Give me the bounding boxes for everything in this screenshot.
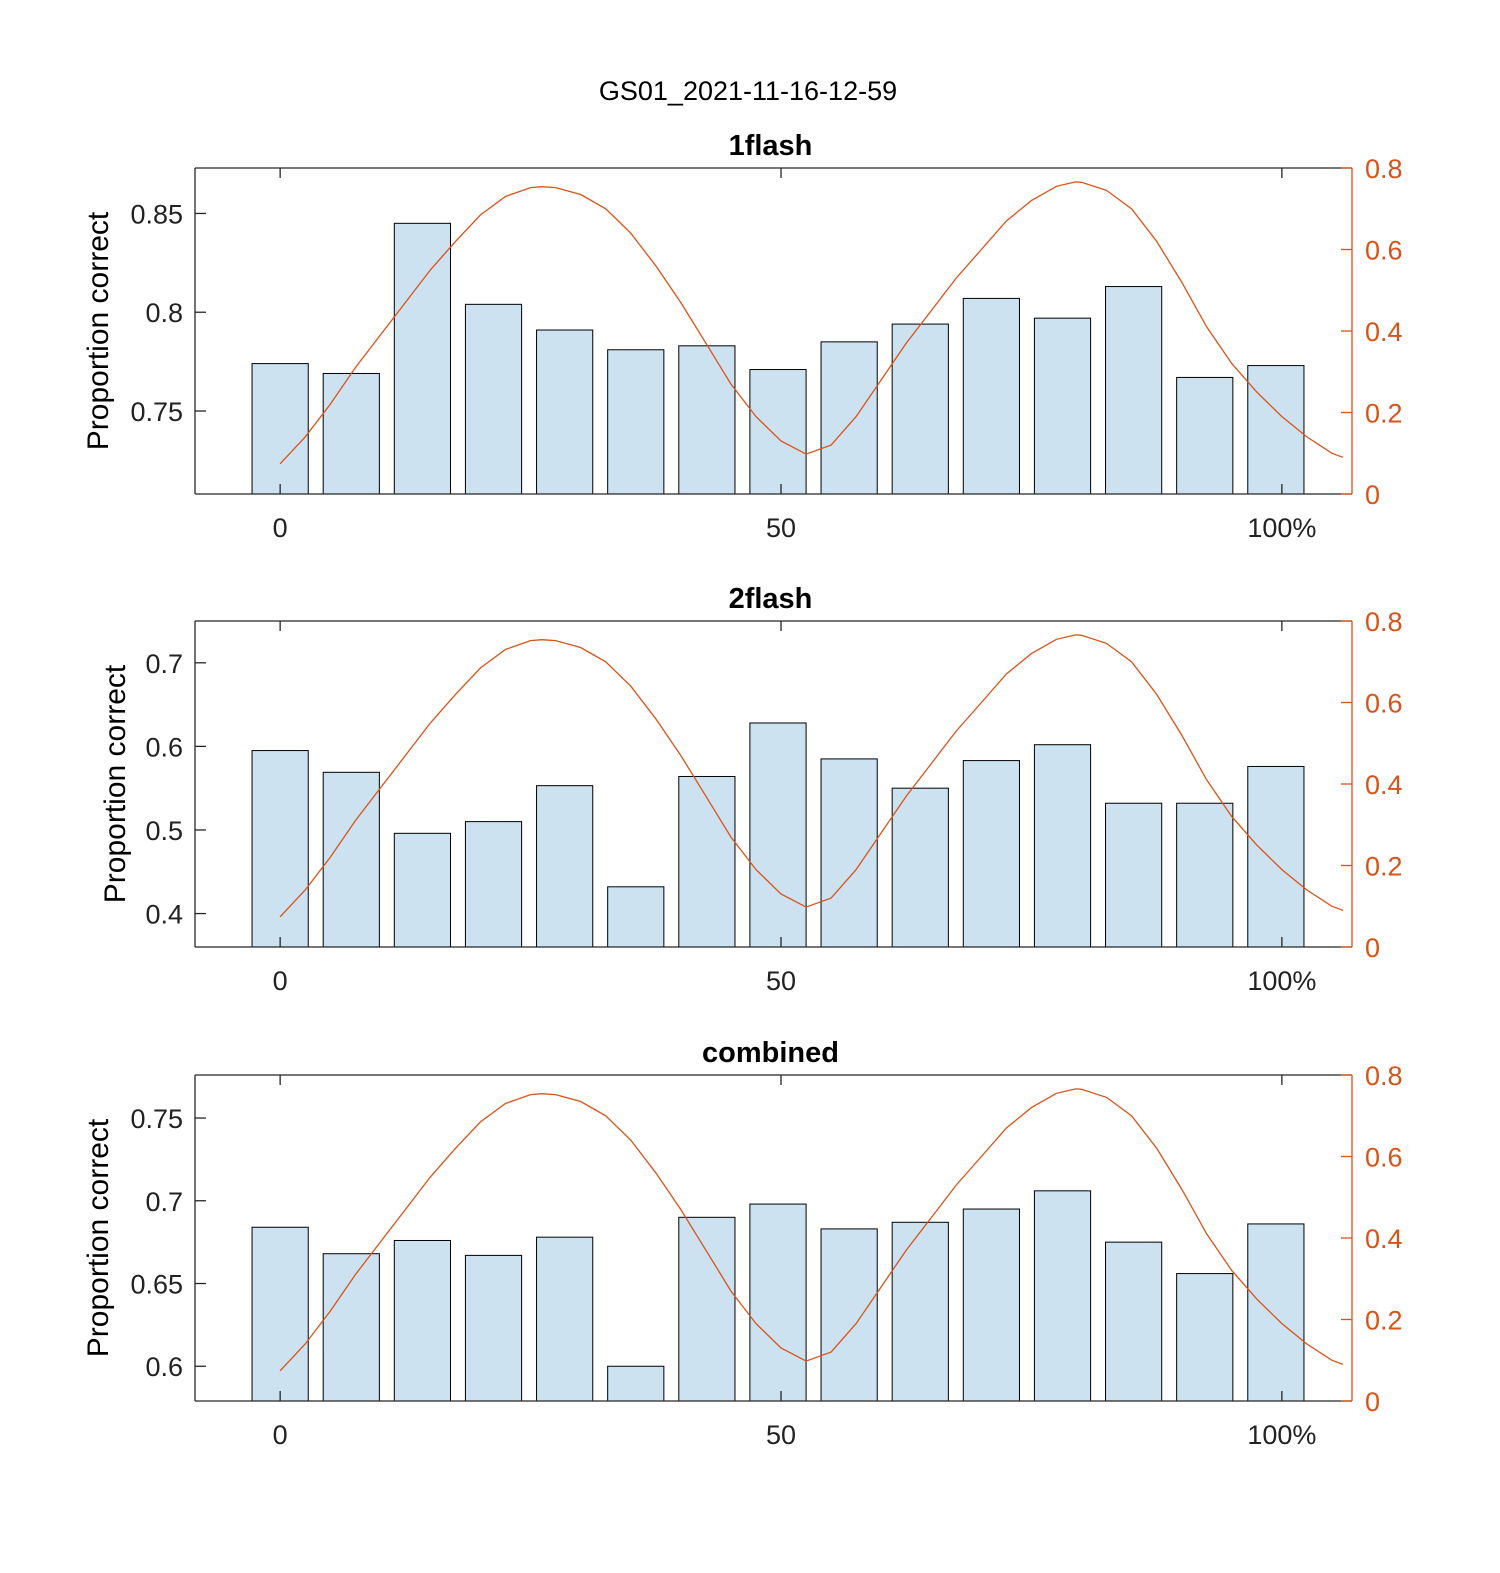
x-tick-label: 100%: [1247, 513, 1316, 543]
bar: [891, 323, 949, 495]
x-tick-label: 0: [273, 513, 288, 543]
right-y-tick-label: 0.6: [1365, 236, 1403, 266]
right-y-tick-label: 0.6: [1365, 689, 1403, 719]
x-tick-label: 50: [766, 513, 796, 543]
bar: [1247, 1223, 1305, 1402]
subplot-title: combined: [702, 1037, 839, 1069]
right-y-tick-label: 0.4: [1365, 317, 1403, 347]
right-y-tick-label: 0.8: [1365, 154, 1403, 184]
bar: [607, 349, 665, 495]
subplot-2flash: 2flash 0 50 100% 0.4 0.5 0.6 0.7 0 0.2 0.4 0.6 0.8 Pr…: [99, 583, 1403, 996]
right-y-tick-label: 0.2: [1365, 1306, 1403, 1336]
bar: [678, 775, 736, 948]
right-y-tick-label: 0.4: [1365, 770, 1403, 800]
right-y-tick-label: 0: [1365, 480, 1380, 510]
bar: [322, 1253, 380, 1402]
bar: [536, 1236, 594, 1402]
y-tick-label: 0.6: [145, 732, 183, 762]
bar: [749, 722, 807, 948]
right-y-tick-label: 0.6: [1365, 1143, 1403, 1173]
bar: [393, 832, 451, 948]
bar: [1176, 376, 1234, 495]
y-axis-label: Proportion correct: [99, 664, 132, 903]
right-y-tick-label: 0.2: [1365, 399, 1403, 429]
bar: [1176, 802, 1234, 948]
y-tick-label: 0.8: [145, 298, 183, 328]
bar: [820, 1228, 878, 1402]
right-y-tick-label: 0: [1365, 1387, 1380, 1417]
subplot-title: 1flash: [729, 130, 813, 162]
y-tick-label: 0.6: [145, 1352, 183, 1382]
figure-title: GS01_2021-11-16-12-59: [599, 76, 897, 106]
bar: [1105, 1241, 1163, 1402]
bar: [464, 1254, 523, 1402]
bar: [1033, 744, 1092, 948]
bar: [1247, 365, 1305, 495]
series-line: [279, 634, 1344, 918]
bar: [749, 1203, 807, 1402]
right-y-tick-label: 0.8: [1365, 607, 1403, 637]
right-y-tick-label: 0: [1365, 933, 1380, 963]
y-tick-label: 0.85: [130, 199, 183, 229]
bar: [322, 372, 380, 495]
bar: [820, 758, 878, 948]
bar: [1105, 802, 1163, 948]
bar: [962, 1208, 1020, 1402]
bar: [536, 785, 594, 948]
x-tick-label: 100%: [1247, 966, 1316, 996]
bar: [464, 303, 523, 495]
y-tick-label: 0.7: [145, 649, 183, 679]
x-tick-label: 0: [273, 966, 288, 996]
bar: [820, 341, 878, 495]
bar: [749, 369, 807, 495]
bar: [1247, 765, 1305, 948]
x-tick-label: 0: [273, 1420, 288, 1450]
bar: [1033, 1190, 1092, 1402]
y-axis-label: Proportion correct: [82, 211, 115, 450]
bar: [678, 1216, 736, 1402]
bar: [607, 886, 665, 948]
right-y-tick-label: 0.8: [1365, 1061, 1403, 1091]
bar: [464, 821, 523, 948]
bar: [962, 760, 1020, 948]
x-tick-label: 100%: [1247, 1420, 1316, 1450]
x-tick-label: 50: [766, 966, 796, 996]
y-tick-label: 0.65: [130, 1270, 183, 1300]
y-axis-label: Proportion correct: [82, 1118, 115, 1357]
y-tick-label: 0.7: [145, 1187, 183, 1217]
y-tick-label: 0.75: [130, 1104, 183, 1134]
bar: [891, 1221, 949, 1402]
series-line: [279, 181, 1344, 465]
bar: [536, 329, 594, 495]
bar: [607, 1365, 665, 1402]
subplot-1flash: 1flash 0 50 100% 0.75 0.8 0.85 0 0.2 0.4 0.6 0.8 Pro…: [82, 130, 1403, 543]
bar: [1105, 286, 1163, 495]
bar: [251, 363, 309, 495]
bar: [891, 787, 949, 948]
right-y-tick-label: 0.4: [1365, 1224, 1403, 1254]
y-tick-label: 0.4: [145, 900, 183, 930]
bar: [1033, 317, 1092, 495]
subplot-combined: combined 0 50 100% 0.6 0.65 0.7 0.75 0 0.2 0.4 0.6 0…: [82, 1037, 1403, 1450]
y-tick-label: 0.5: [145, 816, 183, 846]
subplot-title: 2flash: [729, 583, 813, 615]
bar: [251, 1226, 309, 1402]
bar: [678, 345, 736, 495]
right-y-tick-label: 0.2: [1365, 852, 1403, 882]
bar: [393, 1239, 451, 1402]
bar: [322, 771, 380, 948]
y-tick-label: 0.75: [130, 397, 183, 427]
bar: [251, 750, 309, 948]
series-line: [279, 1088, 1344, 1372]
bar: [962, 297, 1020, 495]
bar: [393, 222, 451, 495]
bar: [1176, 1273, 1234, 1402]
x-tick-label: 50: [766, 1420, 796, 1450]
